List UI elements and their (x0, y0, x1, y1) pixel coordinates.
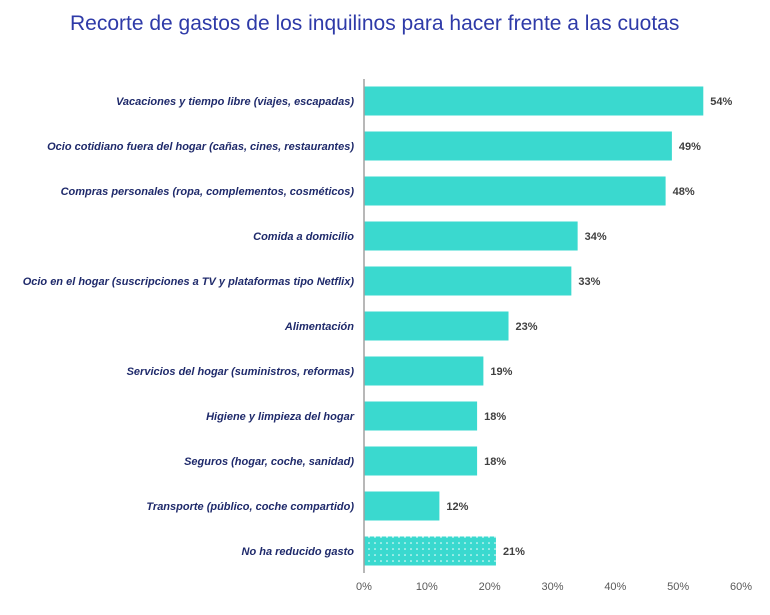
data-label: 48% (673, 186, 695, 198)
data-label: 49% (679, 141, 701, 153)
x-tick-label: 60% (730, 581, 752, 593)
data-label: 18% (484, 456, 506, 468)
data-label: 18% (484, 411, 506, 423)
x-tick-label: 30% (541, 581, 563, 593)
data-label: 54% (710, 96, 732, 108)
category-label: Vacaciones y tiempo libre (viajes, escap… (116, 96, 354, 108)
bar (364, 491, 440, 521)
bar (364, 401, 478, 431)
data-label: 12% (446, 501, 468, 513)
x-tick-label: 10% (416, 581, 438, 593)
category-label: No ha reducido gasto (242, 546, 355, 558)
bar (364, 221, 578, 251)
data-label: 19% (490, 366, 512, 378)
data-label: 23% (516, 321, 538, 333)
category-label: Ocio cotidiano fuera del hogar (cañas, c… (47, 141, 354, 153)
category-label: Ocio en el hogar (suscripciones a TV y p… (23, 276, 355, 288)
bar (364, 131, 672, 161)
category-label: Higiene y limpieza del hogar (206, 411, 355, 423)
x-tick-label: 20% (479, 581, 501, 593)
bar (364, 176, 666, 206)
bar (364, 266, 572, 296)
category-label: Comida a domicilio (253, 231, 354, 243)
bar (364, 536, 496, 566)
category-label: Transporte (público, coche compartido) (146, 501, 354, 513)
bar (364, 446, 478, 476)
data-label: 34% (585, 231, 607, 243)
category-label: Compras personales (ropa, complementos, … (61, 186, 355, 198)
chart-title: Recorte de gastos de los inquilinos para… (70, 12, 680, 35)
category-label: Seguros (hogar, coche, sanidad) (184, 456, 354, 468)
data-label: 21% (503, 546, 525, 558)
bar (364, 356, 484, 386)
data-label: 33% (578, 276, 600, 288)
x-tick-label: 0% (356, 581, 372, 593)
bar (364, 86, 704, 116)
category-label: Alimentación (284, 321, 354, 333)
category-label: Servicios del hogar (suministros, reform… (127, 366, 355, 378)
x-tick-label: 40% (604, 581, 626, 593)
bar (364, 311, 509, 341)
x-tick-label: 50% (667, 581, 689, 593)
